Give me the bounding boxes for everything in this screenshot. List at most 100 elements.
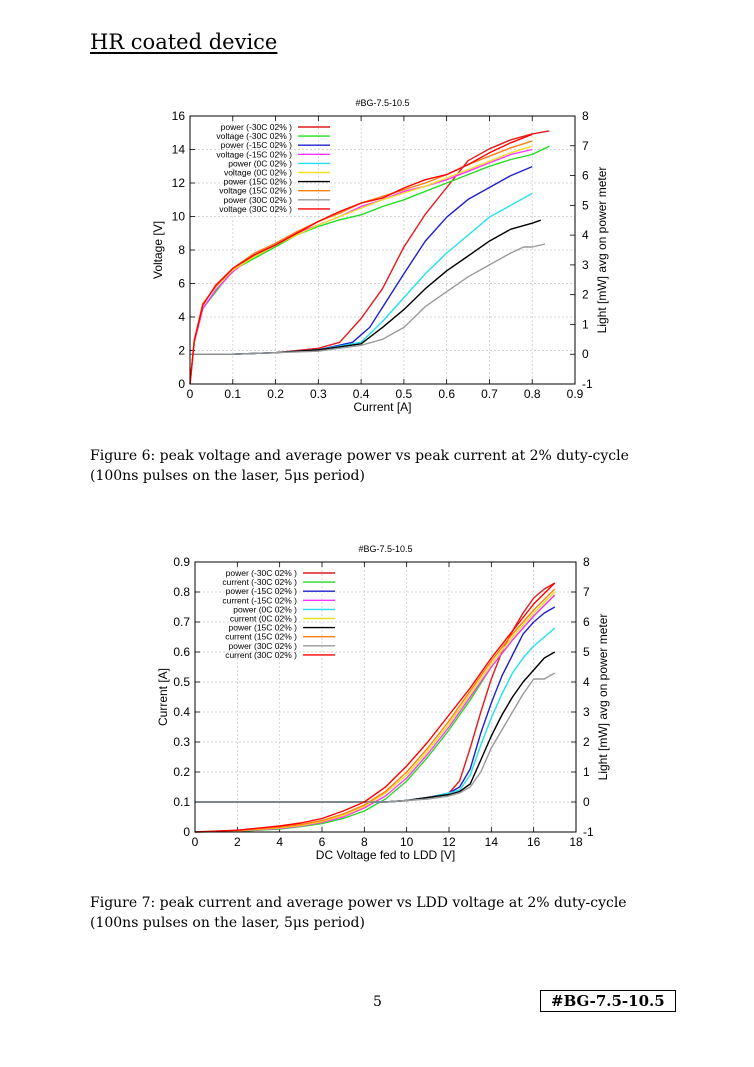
legend-label-6: power (15C 02% ) [223,177,292,187]
y2-tick-label: 1 [582,317,589,331]
legend-label-2: power (-15C 02% ) [226,586,298,596]
y2-axis-label: Light [mW] avg on power meter [595,167,609,334]
y2-tick-label: 4 [582,228,589,242]
y2-tick-label: 0 [582,347,589,361]
y-tick-label: 4 [178,310,185,324]
x-tick-label: 8 [361,835,368,849]
chart-title: #BG-7.5-10.5 [358,544,412,554]
x-axis-label: Current [A] [353,400,411,414]
x-tick-label: 14 [485,835,499,849]
y2-tick-label: 8 [583,555,590,569]
series-line-7 [194,588,556,833]
y-tick-label: 16 [172,109,186,123]
y2-tick-label: -1 [583,825,594,839]
y-tick-label: 0.1 [173,795,190,809]
y2-tick-label: 0 [583,795,590,809]
y2-tick-label: 3 [583,705,590,719]
y2-tick-label: 5 [583,645,590,659]
x-tick-label: 0.7 [481,387,498,401]
x-tick-label: 0.6 [438,387,455,401]
legend-label-4: power (0C 02% ) [233,604,297,614]
x-tick-label: 16 [527,835,541,849]
x-tick-label: 0.5 [396,387,413,401]
y-tick-label: 0.3 [173,735,190,749]
y2-axis-label: Light [mW] avg on power meter [596,614,610,781]
legend-label-3: voltage (-15C 02% ) [216,149,292,159]
legend-label-7: current (15C 02% ) [225,632,297,642]
legend-label-1: voltage (-30C 02% ) [216,131,292,141]
y-tick-label: 0.6 [173,645,190,659]
figure-6-caption: Figure 6: peak voltage and average power… [90,448,629,484]
legend-label-9: voltage (30C 02% ) [219,204,292,214]
series-line-8 [195,672,556,803]
x-tick-label: 0 [187,387,194,401]
y-tick-label: 2 [178,344,185,358]
y2-tick-label: 2 [582,288,589,302]
y-axis-label: Current [A] [156,668,170,726]
chart-svg: 0 2 4 6 8 10 12 14 16 18 0 0.1 0.2 0.3 0.4 0.5 0.6 0.7 0.8… [156,544,610,862]
figure-7-caption: Figure 7: peak current and average power… [90,895,627,931]
series-line-6 [190,219,542,355]
y-tick-label: 0.9 [173,555,190,569]
legend-label-1: current (-30C 02% ) [222,577,297,587]
chart-title: #BG-7.5-10.5 [355,98,409,108]
y-tick-label: 0 [183,825,190,839]
x-tick-label: 4 [276,835,283,849]
x-tick-label: 0.2 [267,387,284,401]
y2-tick-label: 6 [583,615,590,629]
y-tick-label: 6 [178,277,185,291]
y2-tick-label: -1 [582,377,593,391]
y2-tick-label: 3 [582,258,589,272]
y-tick-label: 0.2 [173,765,190,779]
x-tick-label: 0.3 [310,387,327,401]
y-tick-label: 0.5 [173,675,190,689]
legend-label-5: current (0C 02% ) [230,614,297,624]
y-tick-label: 12 [172,176,186,190]
x-tick-label: 10 [400,835,414,849]
series-line-5 [194,591,556,833]
y-tick-label: 0.4 [173,705,190,719]
legend-label-4: power (0C 02% ) [228,158,292,168]
y2-tick-label: 6 [582,169,589,183]
y2-tick-label: 7 [583,585,590,599]
legend-label-0: power (-30C 02% ) [221,122,293,132]
x-tick-label: 6 [319,835,326,849]
y-axis-label: Voltage [V] [151,221,165,279]
x-axis-label: DC Voltage fed to LDD [V] [316,848,455,862]
series-line-8 [190,243,546,355]
x-tick-label: 0.4 [353,387,370,401]
y2-tick-label: 2 [583,735,590,749]
legend-label-2: power (-15C 02% ) [221,140,293,150]
legend-label-8: power (30C 02% ) [228,641,297,651]
legend-label-8: power (30C 02% ) [223,195,292,205]
figure-6-chart: 0 0.1 0.2 0.3 0.4 0.5 0.6 0.7 0.8 0.9 0 2 4 6 8 10 12 14 1… [0,95,754,439]
legend-label-6: power (15C 02% ) [228,623,297,633]
x-tick-label: 18 [569,835,583,849]
plot-frame [189,115,576,385]
legend-label-0: power (-30C 02% ) [226,568,298,578]
series-line-9 [194,582,556,833]
x-tick-label: 0 [192,835,199,849]
plot-frame [194,561,577,833]
y-tick-label: 0.8 [173,585,190,599]
legend-label-7: voltage (15C 02% ) [219,186,292,196]
x-tick-label: 12 [442,835,456,849]
y2-tick-label: 8 [582,109,589,123]
y2-tick-label: 5 [582,198,589,212]
y-tick-label: 0 [178,377,185,391]
series-line-1 [189,145,550,385]
series-line-6 [195,651,556,803]
x-tick-label: 2 [234,835,241,849]
x-tick-label: 0.1 [224,387,241,401]
legend-label-9: current (30C 02% ) [225,650,297,660]
y-tick-label: 14 [172,143,186,157]
y2-tick-label: 7 [582,139,589,153]
y2-tick-label: 4 [583,675,590,689]
y-tick-label: 0.7 [173,615,190,629]
figure-7-chart: 0 2 4 6 8 10 12 14 16 18 0 0.1 0.2 0.3 0.4 0.5 0.6 0.7 0.8… [0,540,754,884]
legend-label-5: voltage (0C 02% ) [224,168,292,178]
document-id-box: #BG-7.5-10.5 [540,990,676,1012]
x-tick-label: 0.8 [524,387,541,401]
y-tick-label: 10 [172,210,186,224]
chart-svg: 0 0.1 0.2 0.3 0.4 0.5 0.6 0.7 0.8 0.9024681012141… [151,98,609,414]
